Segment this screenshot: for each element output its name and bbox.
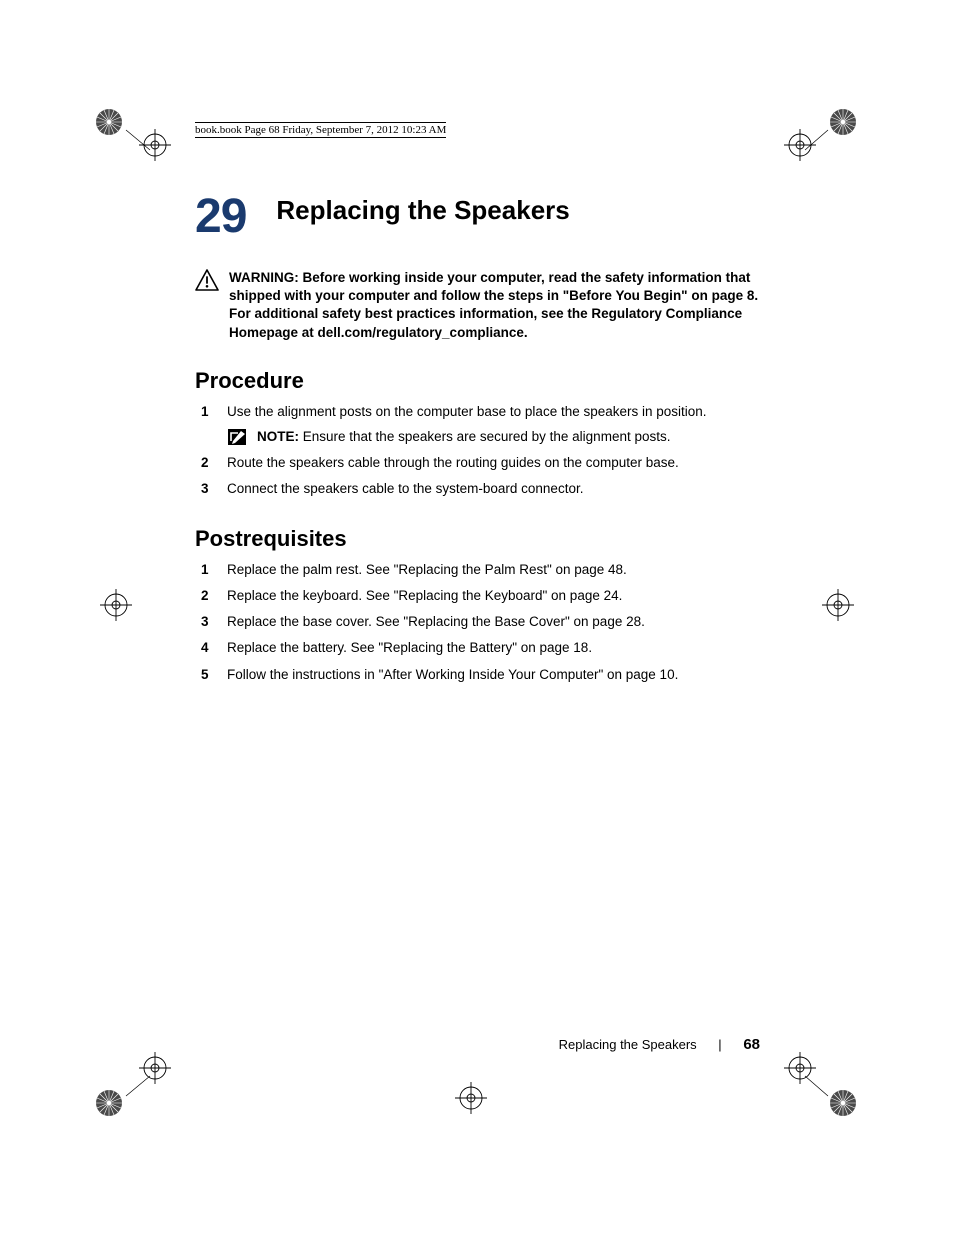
footer-label: Replacing the Speakers: [559, 1037, 697, 1052]
warning-block: WARNING: Before working inside your comp…: [195, 269, 760, 342]
step-text: Connect the speakers cable to the system…: [227, 481, 583, 496]
page-content: book.book Page 68 Friday, September 7, 2…: [195, 120, 760, 691]
warning-body: Before working inside your computer, rea…: [229, 270, 758, 340]
footer-page-number: 68: [743, 1036, 760, 1053]
procedure-heading: Procedure: [195, 368, 760, 394]
running-header: book.book Page 68 Friday, September 7, 2…: [195, 122, 446, 138]
step-text: Replace the battery. See "Replacing the …: [227, 640, 592, 655]
list-item: Replace the base cover. See "Replacing t…: [219, 612, 760, 632]
step-text: Use the alignment posts on the computer …: [227, 404, 707, 419]
list-item: Replace the keyboard. See "Replacing the…: [219, 586, 760, 606]
note-icon: [227, 428, 247, 446]
page-footer: Replacing the Speakers | 68: [195, 1036, 760, 1053]
warning-label: WARNING:: [229, 270, 299, 285]
list-item: Connect the speakers cable to the system…: [219, 479, 760, 499]
note-block: NOTE: Ensure that the speakers are secur…: [227, 428, 760, 447]
procedure-list: Use the alignment posts on the computer …: [195, 402, 760, 500]
warning-text: WARNING: Before working inside your comp…: [229, 269, 760, 342]
chapter-title: Replacing the Speakers: [276, 195, 569, 226]
step-text: Replace the palm rest. See "Replacing th…: [227, 562, 627, 577]
note-label: NOTE:: [257, 429, 299, 444]
step-text: Route the speakers cable through the rou…: [227, 455, 679, 470]
postrequisites-list: Replace the palm rest. See "Replacing th…: [195, 560, 760, 685]
list-item: Replace the palm rest. See "Replacing th…: [219, 560, 760, 580]
note-body: Ensure that the speakers are secured by …: [303, 429, 671, 444]
postrequisites-heading: Postrequisites: [195, 526, 760, 552]
list-item: Route the speakers cable through the rou…: [219, 453, 760, 473]
list-item: Replace the battery. See "Replacing the …: [219, 638, 760, 658]
list-item: Follow the instructions in "After Workin…: [219, 665, 760, 685]
warning-icon: [195, 269, 219, 291]
chapter-number: 29: [195, 193, 246, 241]
step-text: Replace the keyboard. See "Replacing the…: [227, 588, 622, 603]
list-item: Use the alignment posts on the computer …: [219, 402, 760, 447]
footer-separator: |: [718, 1037, 721, 1052]
chapter-header: 29 Replacing the Speakers: [195, 193, 760, 241]
step-text: Replace the base cover. See "Replacing t…: [227, 614, 645, 629]
step-text: Follow the instructions in "After Workin…: [227, 667, 678, 682]
note-text: NOTE: Ensure that the speakers are secur…: [257, 428, 670, 447]
